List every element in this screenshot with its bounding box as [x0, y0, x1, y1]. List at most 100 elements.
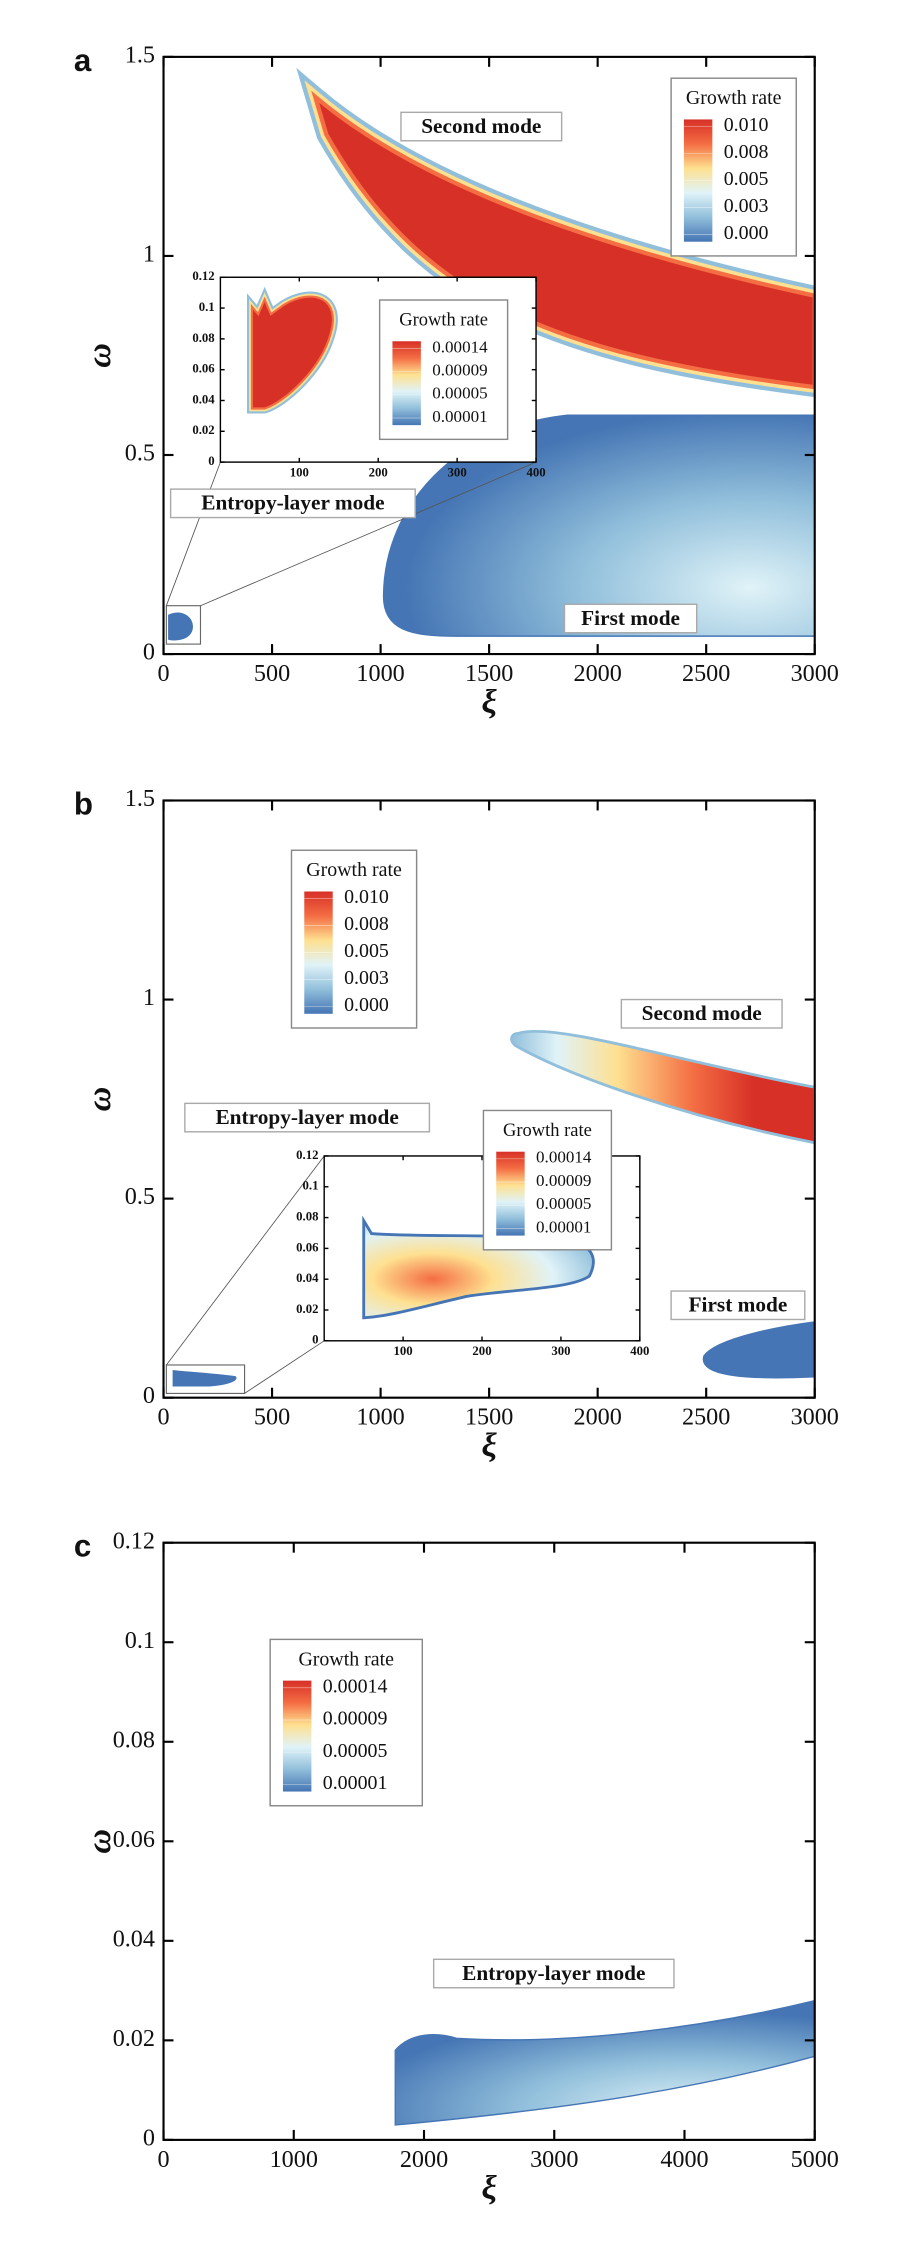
- colorbar: [282, 1680, 312, 1792]
- colorbar: [392, 341, 421, 426]
- legend-label: 0.00001: [432, 407, 487, 426]
- x-axis-label: ξ: [481, 2170, 497, 2207]
- plot-frame: [162, 55, 816, 656]
- x-tick-label: 2000: [574, 1404, 622, 1431]
- annotation-box: [169, 488, 416, 519]
- annotation: First mode: [581, 606, 680, 630]
- x-tick-label: 1000: [356, 660, 404, 687]
- y-tick-label: 0: [143, 639, 155, 666]
- zoom-line: [244, 1340, 325, 1394]
- y-tick-label: 0.12: [113, 1527, 155, 1554]
- x-tick-label: 0: [157, 1404, 169, 1431]
- x-axis-label: ξ: [481, 684, 497, 721]
- x-tick-label: 500: [254, 1404, 290, 1431]
- x-tick-label: 1000: [356, 1404, 404, 1431]
- y-axis-label: ω: [81, 1829, 118, 1854]
- x-tick-label: 200: [369, 465, 388, 479]
- x-tick-label: 200: [472, 1344, 491, 1358]
- x-tick-label: 100: [290, 465, 309, 479]
- annotation-box: [432, 1958, 675, 1989]
- y-tick-label: 0.06: [296, 1240, 319, 1254]
- x-tick-label: 1000: [270, 2146, 318, 2173]
- y-tick-label: 0.06: [113, 1826, 155, 1853]
- legend-label: 0.000: [724, 222, 769, 244]
- legend-label: 0.008: [344, 913, 389, 935]
- y-tick-label: 0.06: [192, 362, 215, 376]
- y-tick-label: 0.12: [192, 269, 214, 283]
- legend-title: Growth rate: [399, 310, 488, 330]
- legend-label: 0.00014: [536, 1148, 592, 1167]
- y-tick-label: 1: [143, 240, 155, 267]
- legend-title: Growth rate: [686, 87, 782, 109]
- panel-label: a: [74, 43, 92, 78]
- legend-label: 0.00014: [432, 337, 488, 356]
- y-tick-label: 0: [143, 2124, 155, 2151]
- legend-label: 0.010: [724, 114, 769, 136]
- x-tick-label: 3000: [791, 1404, 839, 1431]
- x-tick-label: 2500: [682, 1404, 730, 1431]
- y-tick-label: 0.04: [296, 1271, 319, 1285]
- annotation: Entropy-layer mode: [215, 1105, 398, 1129]
- x-tick-label: 2500: [682, 660, 730, 687]
- y-tick-label: 0.5: [125, 440, 155, 467]
- x-axis-label: ξ: [481, 1428, 497, 1465]
- contour-region: [168, 612, 193, 641]
- zoom-box: [165, 1364, 246, 1394]
- y-tick-label: 0.08: [296, 1210, 318, 1224]
- colorbar: [496, 1151, 525, 1236]
- x-tick-label: 0: [157, 660, 169, 687]
- y-tick-label: 0.1: [125, 1627, 155, 1654]
- legend-label: 0.005: [724, 168, 769, 190]
- x-tick-label: 400: [630, 1344, 649, 1358]
- inset-frame: [219, 276, 537, 463]
- annotation-box: [620, 998, 783, 1029]
- x-tick-label: 500: [254, 660, 290, 687]
- x-tick-label: 4000: [660, 2146, 708, 2173]
- legend-label: 0.00001: [323, 1772, 388, 1794]
- y-axis-label: ω: [81, 1087, 118, 1112]
- legend-label: 0.008: [724, 141, 769, 163]
- contour-region: [250, 295, 334, 410]
- y-tick-label: 1: [143, 984, 155, 1011]
- x-tick-label: 2000: [574, 660, 622, 687]
- x-tick-label: 3000: [530, 2146, 578, 2173]
- y-tick-label: 0: [208, 454, 214, 468]
- annotation-box: [400, 111, 563, 142]
- plot-frame: [162, 799, 816, 1399]
- legend-label: 0.003: [724, 195, 769, 217]
- zoom-line: [165, 461, 221, 606]
- y-tick-label: 0.1: [199, 300, 215, 314]
- legend-label: 0.003: [344, 967, 389, 989]
- annotation: Second mode: [421, 114, 541, 138]
- legend-label: 0.00009: [536, 1171, 591, 1190]
- y-tick-label: 0: [312, 1333, 318, 1347]
- x-tick-label: 1500: [465, 1404, 513, 1431]
- x-tick-label: 300: [448, 465, 467, 479]
- y-tick-label: 0.1: [303, 1179, 319, 1193]
- y-tick-label: 0.12: [296, 1148, 318, 1162]
- inset-frame: [323, 1155, 641, 1342]
- x-tick-label: 100: [394, 1344, 413, 1358]
- legend-label: 0.010: [344, 886, 389, 908]
- panel-label: b: [74, 786, 93, 821]
- zoom-line: [166, 1155, 325, 1366]
- y-tick-label: 0.02: [113, 2025, 155, 2052]
- legend-title: Growth rate: [306, 859, 402, 881]
- y-tick-label: 0.08: [113, 1726, 155, 1753]
- plot-frame: [162, 1541, 816, 2141]
- annotation: First mode: [689, 1293, 788, 1317]
- x-tick-label: 400: [526, 465, 545, 479]
- x-tick-label: 3000: [791, 660, 839, 687]
- annotation-box: [563, 603, 698, 634]
- contour-region: [510, 1029, 815, 1145]
- legend-title: Growth rate: [298, 1648, 394, 1670]
- contour-region: [172, 1370, 237, 1387]
- legend-label: 0.00009: [323, 1708, 388, 1730]
- annotation: Second mode: [642, 1001, 762, 1025]
- panel-label: c: [74, 1529, 91, 1564]
- y-tick-label: 0.04: [113, 1925, 155, 1952]
- zoom-box: [165, 605, 202, 645]
- legend-label: 0.00001: [536, 1217, 591, 1236]
- x-tick-label: 1500: [465, 660, 513, 687]
